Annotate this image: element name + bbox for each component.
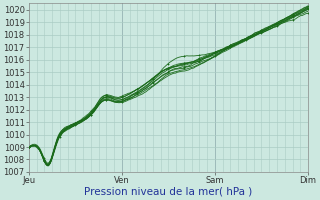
X-axis label: Pression niveau de la mer( hPa ): Pression niveau de la mer( hPa ) xyxy=(84,187,252,197)
